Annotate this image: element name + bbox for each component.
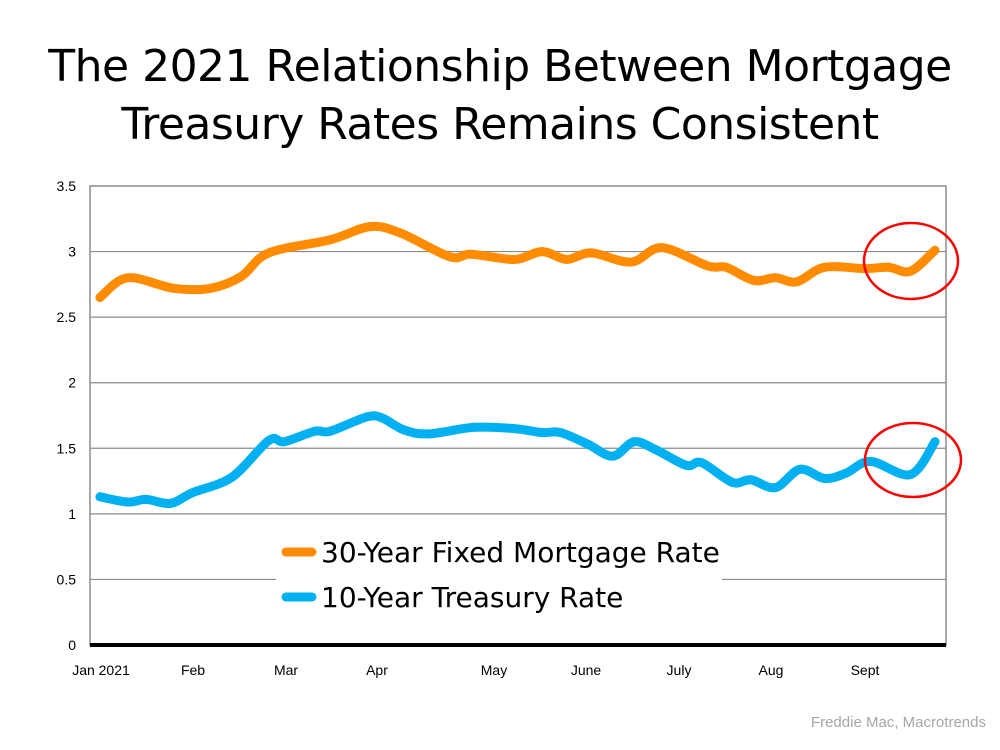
data-point	[866, 456, 876, 466]
data-point	[930, 245, 940, 255]
data-point	[187, 488, 197, 498]
y-tick-label: 0	[68, 637, 76, 653]
y-tick-label: 2.5	[57, 309, 77, 325]
y-tick-label: 2	[68, 375, 76, 391]
data-point	[905, 266, 915, 276]
data-point	[325, 235, 335, 245]
data-point	[657, 243, 667, 253]
data-point	[310, 426, 320, 436]
annotations	[862, 221, 963, 499]
data-point	[236, 271, 246, 281]
data-point	[123, 497, 133, 507]
data-point	[819, 262, 829, 272]
source-credit: Freddie Mac, Macrotrends	[810, 714, 986, 731]
data-point	[583, 439, 593, 449]
data-point	[884, 262, 894, 272]
data-point	[629, 437, 639, 447]
data-point	[279, 437, 289, 447]
data-point	[537, 247, 547, 257]
legend-label: 10-Year Treasury Rate	[321, 581, 623, 614]
y-tick-label: 1.5	[57, 440, 77, 456]
data-point	[166, 498, 176, 508]
data-point	[746, 475, 756, 485]
data-point	[608, 451, 618, 461]
series-treasury-rate	[95, 411, 940, 509]
data-point	[399, 425, 409, 435]
legend: 30-Year Fixed Mortgage Rate 10-Year Treas…	[276, 527, 722, 623]
data-point	[470, 422, 480, 432]
data-point	[749, 275, 759, 285]
data-point	[169, 283, 179, 293]
data-point	[792, 277, 802, 287]
legend-box	[276, 527, 722, 623]
data-point	[770, 273, 780, 283]
data-point	[423, 429, 433, 439]
data-point	[555, 428, 565, 438]
x-tick-label: Apr	[366, 662, 388, 678]
data-point	[141, 494, 151, 504]
data-point	[365, 222, 375, 232]
data-point	[651, 445, 661, 455]
data-point	[123, 273, 133, 283]
x-tick-label: Mar	[274, 662, 298, 678]
legend-label: 30-Year Fixed Mortgage Rate	[321, 536, 720, 569]
chart-title-line-2: Treasury Rates Remains Consistent	[121, 99, 879, 150]
data-point	[95, 292, 105, 302]
data-point	[703, 261, 713, 271]
data-point	[227, 472, 237, 482]
data-point	[95, 492, 105, 502]
x-tick-label: July	[667, 662, 692, 678]
x-axis-tick-labels: Jan 2021 Feb Mar Apr May June July Aug Sept	[72, 662, 879, 678]
data-point	[445, 252, 455, 262]
data-point	[325, 426, 335, 436]
data-point	[509, 424, 519, 434]
data-point	[377, 413, 387, 423]
y-axis-tick-labels: 0 0.5 1 1.5 2 2.5 3 3.5	[57, 178, 77, 653]
annotation-circle	[862, 221, 960, 301]
data-point	[206, 283, 216, 293]
x-tick-label: Jan 2021	[72, 662, 130, 678]
x-tick-label: June	[571, 662, 602, 678]
data-point	[466, 249, 476, 259]
data-point	[930, 437, 940, 447]
y-tick-label: 1	[68, 506, 76, 522]
data-point	[795, 464, 805, 474]
data-point	[905, 470, 915, 480]
data-point	[264, 435, 274, 445]
data-point	[727, 477, 737, 487]
data-point	[396, 228, 406, 238]
series-mortgage-rate	[95, 221, 940, 302]
x-tick-label: Aug	[759, 662, 784, 678]
data-point	[509, 254, 519, 264]
data-point	[721, 262, 731, 272]
data-point	[770, 483, 780, 493]
y-tick-label: 0.5	[57, 571, 77, 587]
data-point	[562, 254, 572, 264]
data-point	[586, 248, 596, 258]
data-point	[362, 412, 372, 422]
data-point	[626, 257, 636, 267]
data-point	[537, 428, 547, 438]
x-tick-label: May	[481, 662, 507, 678]
chart-title: The 2021 Relationship Between Mortgage T…	[0, 38, 1000, 154]
x-tick-label: Feb	[181, 662, 205, 678]
annotation-circle	[863, 421, 963, 499]
y-tick-label: 3.5	[57, 178, 77, 194]
x-tick-label: Sept	[851, 662, 880, 678]
series-lines	[95, 221, 940, 509]
chart-title-line-1: The 2021 Relationship Between Mortgage	[48, 41, 952, 92]
data-point	[681, 460, 691, 470]
grid-lines	[89, 185, 947, 647]
y-tick-label: 3	[68, 244, 76, 260]
data-point	[697, 458, 707, 468]
data-point	[819, 473, 829, 483]
data-point	[264, 248, 274, 258]
data-point	[841, 468, 851, 478]
